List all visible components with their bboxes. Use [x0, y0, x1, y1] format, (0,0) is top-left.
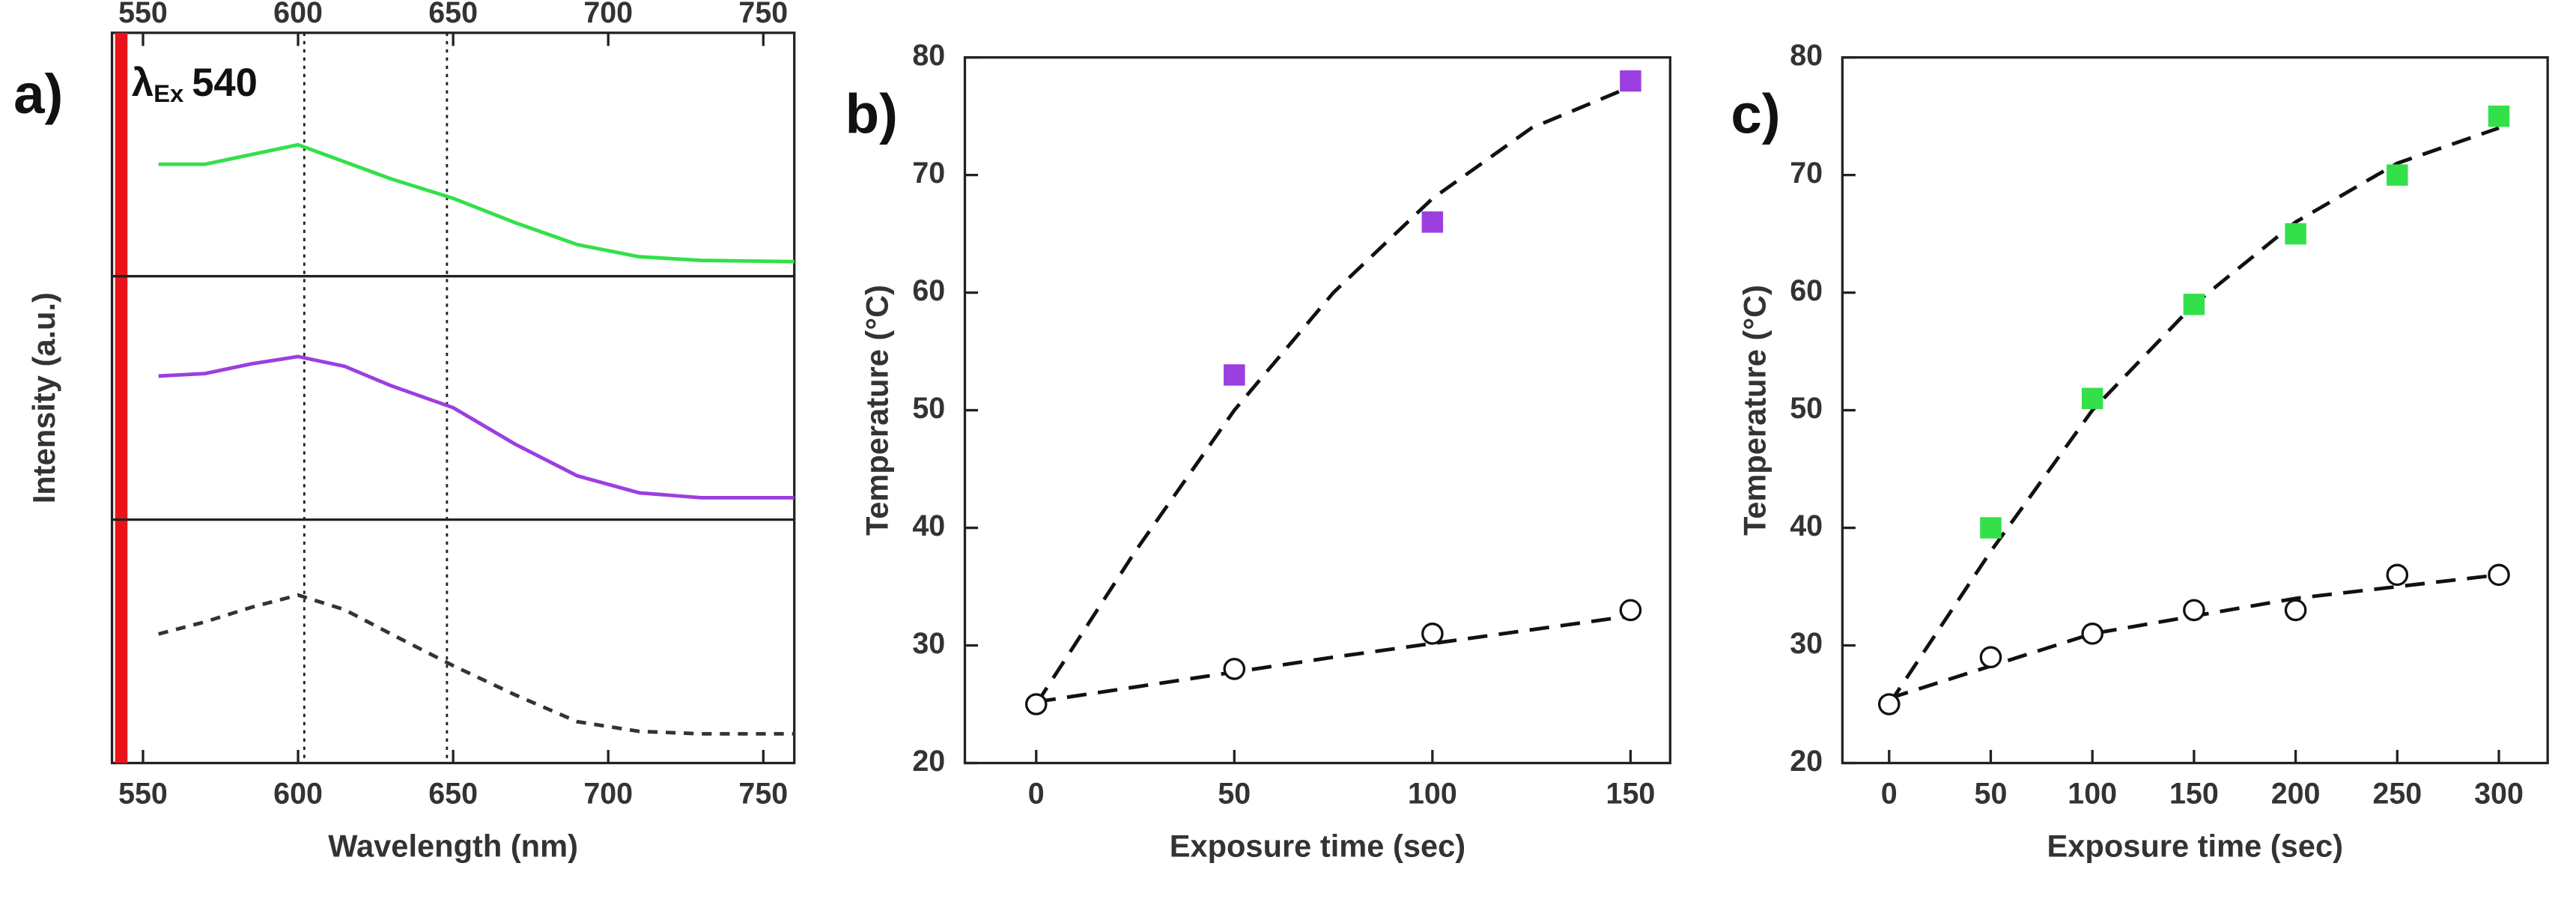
x-tick-label: 650	[428, 778, 478, 811]
data-point	[1620, 70, 1641, 92]
data-point	[2183, 294, 2205, 315]
x2-tick-label: 650	[428, 0, 478, 29]
data-point	[2284, 599, 2307, 622]
fit-line	[1034, 85, 1632, 706]
y-tick-label: 30	[912, 627, 945, 660]
y-tick-label: 50	[1790, 392, 1823, 425]
x2-tick-label: 700	[583, 0, 633, 29]
y-tick-label: 50	[912, 392, 945, 425]
data-point	[1877, 693, 1901, 715]
data-point	[1979, 646, 2002, 669]
annotation-symbol: λ	[132, 61, 154, 105]
x-tick-label: 50	[1218, 778, 1251, 811]
y-tick-label: 40	[1790, 509, 1823, 542]
x2-tick-label: 550	[118, 0, 168, 29]
x2-tick-label: 750	[738, 0, 788, 29]
x-tick-label: 100	[2068, 778, 2117, 811]
x-tick-label: 0	[1881, 778, 1898, 811]
y-tick-label: 60	[1790, 274, 1823, 307]
spectrum-line	[158, 593, 795, 736]
data-point	[2081, 623, 2103, 645]
panel-label: a)	[13, 63, 63, 125]
data-point	[1619, 599, 1642, 622]
panel-label: b)	[845, 82, 898, 145]
y-axis-label: Intensity (a.u.)	[26, 292, 61, 503]
y-axis-label: Temperature (°C)	[1737, 285, 1772, 536]
x-tick-label: 50	[1975, 778, 2008, 811]
y-tick-label: 80	[1790, 39, 1823, 72]
x-tick-label: 100	[1408, 778, 1457, 811]
x-tick-label: 200	[2271, 778, 2321, 811]
x-tick-label: 700	[583, 778, 633, 811]
excitation-band	[115, 32, 128, 763]
data-point	[1421, 211, 1444, 233]
y-tick-label: 20	[1790, 745, 1823, 778]
data-point	[2285, 223, 2306, 245]
x-tick-label: 750	[738, 778, 788, 811]
y-tick-label: 60	[912, 274, 945, 307]
y-axis-label: Temperature (°C)	[860, 285, 895, 536]
y-tick-label: 70	[912, 157, 945, 190]
data-point	[1980, 517, 2002, 539]
x-tick-label: 300	[2474, 778, 2524, 811]
y-tick-label: 20	[912, 745, 945, 778]
data-point	[2386, 563, 2409, 587]
x-axis-label: Exposure time (sec)	[2047, 828, 2343, 863]
data-point	[2081, 387, 2103, 410]
x2-tick-label: 600	[273, 0, 323, 29]
x-axis-label: Wavelength (nm)	[328, 828, 578, 863]
x-axis-label: Exposure time (sec)	[1170, 828, 1465, 863]
panel-label: c)	[1731, 82, 1780, 145]
x-tick-label: 600	[273, 778, 323, 811]
plot-frame	[1841, 56, 2549, 765]
x-tick-label: 250	[2372, 778, 2422, 811]
y-tick-label: 70	[1790, 157, 1823, 190]
x-tick-label: 150	[2169, 778, 2219, 811]
plot-frame	[963, 56, 1671, 765]
y-tick-label: 30	[1790, 627, 1823, 660]
x-tick-label: 150	[1606, 778, 1656, 811]
spectrum-line	[158, 354, 795, 500]
x-tick-label: 0	[1028, 778, 1045, 811]
data-point	[1421, 623, 1444, 645]
data-point	[2488, 563, 2510, 587]
data-point	[1223, 658, 1246, 680]
data-point	[1224, 364, 1245, 386]
spectrum-line	[158, 142, 795, 264]
data-point	[2488, 105, 2510, 127]
annotation: λEx 540	[132, 61, 258, 107]
data-point	[2387, 164, 2408, 186]
y-tick-label: 40	[912, 509, 945, 542]
x-tick-label: 550	[118, 778, 168, 811]
annotation-subscript: Ex	[154, 79, 184, 107]
fit-line	[1036, 614, 1631, 704]
y-tick-label: 80	[912, 39, 945, 72]
data-point	[2183, 599, 2205, 622]
data-point	[1024, 693, 1048, 715]
annotation-text: 540	[192, 61, 258, 105]
